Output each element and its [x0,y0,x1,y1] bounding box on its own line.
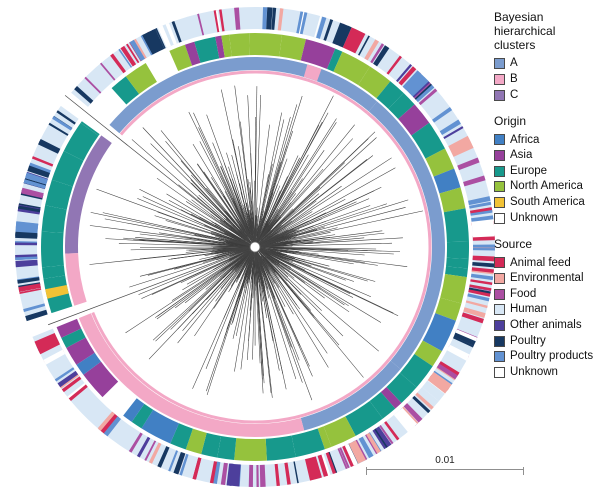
legend-swatch [494,89,505,101]
legend-swatch [494,257,505,269]
legend-item: North America [494,180,600,193]
legend-item-label: Poultry products [510,350,594,363]
legend-item-label: Environmental [510,272,584,285]
legend-swatch [494,196,505,208]
legend-item: Asia [494,149,600,162]
source-legend-title: Source [494,237,533,252]
legend-item: Poultry products [494,350,600,363]
legend-swatch [494,165,505,177]
legend-item: Unknown [494,212,600,225]
origin-legend-title: Origin [494,114,527,129]
legend-item-label: Poultry [510,334,546,347]
legend-item: Other animals [494,319,600,332]
legend-item: Unknown [494,366,600,379]
legend-item: C [494,89,600,102]
origin-legend-items: Africa Asia Europe North America South Ameri… [494,134,600,225]
legend-swatch [494,150,505,161]
legend-item: Africa [494,134,600,147]
legend-item: Animal feed [494,257,600,270]
legend-item-label: Europe [510,164,548,177]
legend-item-label: Other animals [510,319,582,332]
scale-bar-line [366,466,524,475]
legend-item-label: Food [510,287,537,300]
legend-swatch [494,273,505,284]
legend-swatch [494,288,505,300]
legend-item-label: Unknown [510,211,558,224]
legend-swatch [494,335,505,347]
legend-item: Food [494,288,600,301]
legend-item: Environmental [494,272,600,285]
legend-swatch [494,319,505,331]
legend-swatch [494,366,505,378]
legend-item-label: Animal feed [510,256,571,269]
legend-swatch [494,212,505,224]
legend-item: B [494,73,600,86]
legend-swatch [494,134,505,146]
legend-item: Europe [494,165,600,178]
legend-item-label: B [510,73,518,86]
legend-swatch [494,351,505,363]
legend-swatch [494,181,505,193]
legend-item-label: Asia [510,149,533,162]
legend-item: Human [494,303,600,316]
scale-bar-right-tick [522,466,524,475]
legend-item-label: South America [510,196,585,209]
legend-item: Poultry [494,335,600,348]
legend-item-label: A [510,57,518,70]
scale-bar-left-tick [366,466,368,475]
legend-item-label: Unknown [510,366,558,379]
source-legend-items: Animal feed Environmental Food Human Other a… [494,257,600,379]
legend-swatch [494,73,505,85]
legend-item-label: Human [510,303,548,316]
legend-item-label: Africa [510,133,540,146]
clusters-legend-title: Bayesian hierarchical clusters [494,10,556,53]
scale-bar: 0.01 [366,455,524,475]
scale-bar-label: 0.01 [435,455,455,466]
legend-swatch [494,58,505,70]
legend-item-label: C [510,88,519,101]
legend-item: South America [494,196,600,209]
origin-legend: Origin Africa Asia Europe North America Sout… [494,114,600,224]
legend-item-label: North America [510,180,583,193]
source-legend: Source Animal feed Environmental Food Human… [494,237,600,378]
legend-swatch [494,304,505,316]
legend-item: A [494,57,600,70]
